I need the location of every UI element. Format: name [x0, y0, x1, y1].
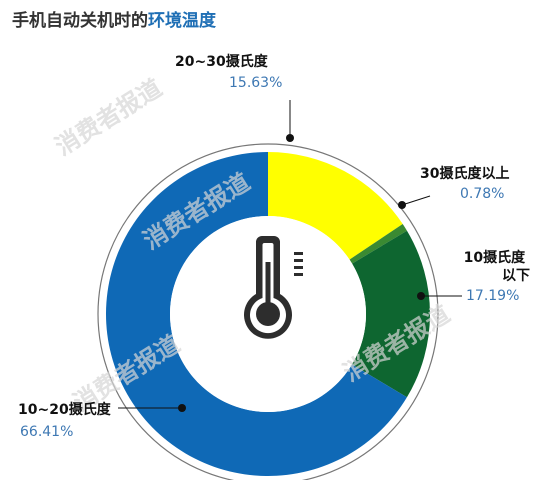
slice-value-20-30: 15.63%	[229, 75, 282, 91]
chart-title-highlight: 环境温度	[148, 11, 216, 31]
slice-label-20-30: 20~30摄氏度	[175, 53, 269, 70]
leader-dot-20-30	[286, 134, 294, 142]
leader-lines	[118, 100, 462, 412]
donut-slice-0	[268, 152, 403, 260]
chart-title: 手机自动关机时的环境温度	[12, 6, 216, 31]
leader-line-30plus	[401, 195, 431, 206]
leader-dot-10-20	[178, 404, 186, 412]
chart-title-prefix: 手机自动关机时的	[12, 11, 148, 31]
donut-slice-1	[349, 224, 407, 264]
donut-outer-ring	[97, 143, 439, 480]
donut-slice-3	[105, 152, 407, 476]
donut-slices	[105, 152, 430, 476]
slice-value-30plus: 0.78%	[460, 186, 504, 202]
slice-label-below10: 10摄氏度 以下	[464, 249, 530, 284]
leader-dot-30plus	[398, 201, 406, 209]
watermark-text: 消费者报道	[50, 74, 167, 161]
donut-slice-2	[352, 230, 430, 398]
slice-label-30plus: 30摄氏度以上	[420, 165, 509, 182]
slice-value-10-20: 66.41%	[20, 424, 73, 440]
slice-label-10-20: 10~20摄氏度	[18, 401, 112, 418]
leader-dot-below10	[417, 292, 425, 300]
thermometer-icon	[244, 236, 303, 339]
slice-value-below10: 17.19%	[466, 288, 519, 304]
